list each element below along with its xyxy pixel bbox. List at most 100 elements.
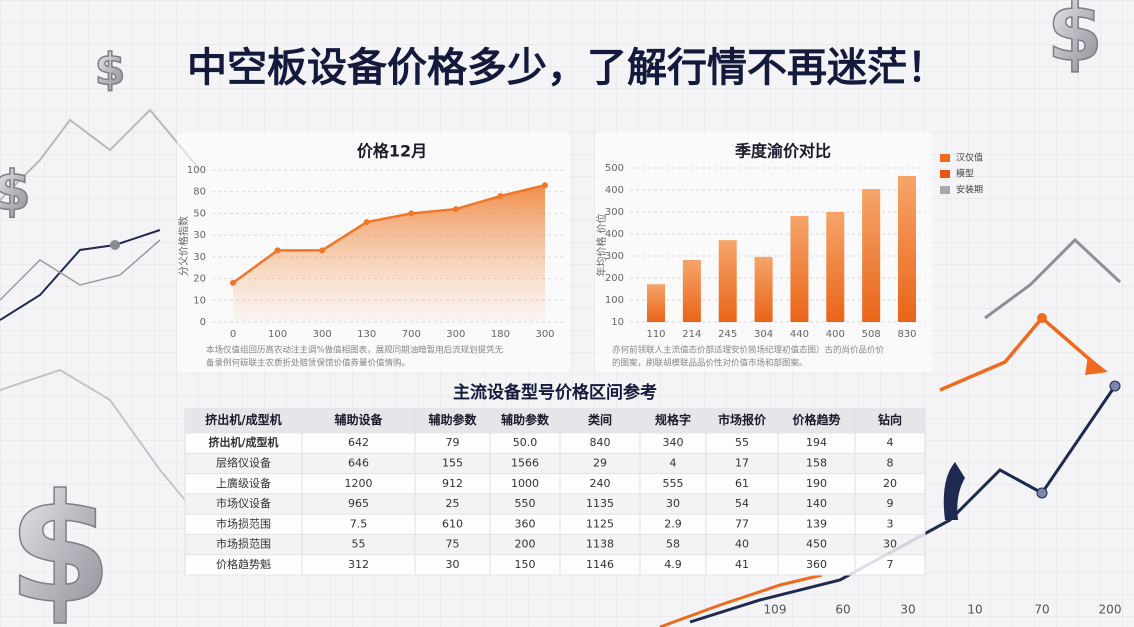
bar — [647, 284, 665, 322]
legend-label: 汉仅值 — [956, 152, 983, 164]
y-tick-label: 0 — [200, 317, 206, 328]
table-cell: 55 — [352, 538, 366, 551]
table-cell: 965 — [348, 497, 369, 510]
table-cell: 层络仪设备 — [216, 455, 271, 469]
table-cell: 312 — [348, 558, 369, 571]
y-tick-label: 30 — [193, 230, 206, 241]
table-cell: 646 — [348, 456, 369, 469]
y-tick-label: 20 — [193, 274, 206, 285]
y-tick-label: 10 — [611, 317, 624, 328]
x-tick-label: 214 — [682, 329, 701, 340]
table-cell: 555 — [663, 477, 684, 490]
table-cell: 上廣级设备 — [216, 476, 271, 490]
area-fill — [233, 185, 545, 322]
table-cell: 3 — [887, 517, 894, 530]
y-tick-label: 300 — [605, 251, 624, 262]
table-cell: 30 — [883, 538, 897, 551]
point — [274, 247, 281, 254]
table-header-cell: 辅助设备 — [334, 412, 383, 427]
background-axis-label: 70 — [1034, 603, 1049, 617]
chart-title: 价格12月 — [357, 142, 427, 161]
table-cell: 912 — [442, 477, 463, 490]
x-tick-label: 245 — [718, 329, 737, 340]
table-cell: 75 — [446, 538, 460, 551]
table-cell: 29 — [593, 456, 607, 469]
table-cell: 55 — [735, 436, 749, 449]
table-cell: 340 — [663, 436, 684, 449]
table-cell: 1566 — [511, 456, 539, 469]
bar — [682, 259, 701, 322]
x-tick-label: 180 — [491, 329, 510, 340]
y-axis-label: 分父价格指数 — [177, 216, 190, 276]
table-cell: 挤出机/成型机 — [208, 435, 278, 449]
x-tick-label: 110 — [646, 329, 665, 340]
bar — [898, 175, 916, 322]
chart-caption: 的图案，刷联胡模联品品价性对价值市场和部图案。 — [612, 358, 808, 369]
point — [230, 279, 236, 286]
point — [363, 219, 370, 226]
y-tick-label: 50 — [193, 208, 206, 219]
chart-panel — [595, 132, 932, 372]
background-axis-label: 109 — [764, 603, 787, 617]
x-tick-label: 130 — [357, 329, 376, 340]
table-cell: 4 — [670, 456, 677, 469]
y-tick-label: 500 — [605, 163, 624, 174]
table-cell: 1138 — [586, 538, 614, 551]
background-axis-label: 60 — [835, 603, 850, 617]
page-title: 中空板设备价格多少，了解行情不再迷茫！ — [187, 45, 947, 91]
y-tick-label: 10 — [193, 295, 206, 306]
x-tick-label: 830 — [897, 329, 916, 340]
legend-label: 模型 — [956, 169, 974, 180]
table-cell: 1146 — [586, 558, 614, 571]
table-cell: 360 — [515, 517, 536, 530]
table-header-cell: 钻向 — [878, 412, 902, 427]
table-cell: 200 — [515, 538, 536, 551]
point — [497, 193, 504, 200]
x-tick-label: 508 — [862, 329, 881, 340]
table-cell: 550 — [515, 497, 536, 510]
x-tick-label: 440 — [790, 329, 809, 340]
bar — [790, 215, 809, 322]
table-header-bg — [185, 408, 925, 433]
line — [232, 183, 546, 284]
table-title: 主流设备型号价格区间参考 — [453, 382, 657, 403]
table-cell: 25 — [446, 497, 460, 510]
x-tick-label: 300 — [313, 329, 332, 340]
legend-swatch — [940, 154, 950, 162]
y-tick-label: 300 — [605, 207, 624, 218]
x-tick-label: 300 — [446, 329, 465, 340]
chart-caption: 备录例何碳联主农质折处赔赁保馆价值券量价值情购。 — [206, 358, 410, 369]
table-header-cell: 辅助参数 — [428, 412, 477, 427]
table-header-cell: 价格趋势 — [792, 412, 840, 427]
table-cell: 7 — [887, 558, 894, 571]
chart-caption: 本场仅值组回历高农动注主调%做值相图表，展规同期油暗暂用后流规划提凭无 — [206, 345, 504, 356]
table-header-cell: 类间 — [588, 412, 612, 427]
x-tick-label: 304 — [754, 329, 773, 340]
point — [542, 182, 548, 189]
table-cell: 20 — [883, 477, 897, 490]
table-cell: 190 — [806, 477, 827, 490]
table-cell: 价格趋势魁 — [216, 557, 271, 571]
table-cell: 9 — [887, 497, 894, 510]
table-cell: 30 — [666, 497, 680, 510]
table-cell: 450 — [806, 538, 827, 551]
table-cell: 77 — [735, 517, 749, 530]
bar — [826, 212, 845, 322]
table-cell: 1000 — [511, 477, 539, 490]
dollar-sign: $ — [8, 463, 112, 627]
table-cell: 79 — [446, 436, 460, 449]
y-tick-label: 400 — [605, 229, 624, 240]
table-cell: 240 — [590, 477, 611, 490]
y-tick-label: 400 — [605, 185, 624, 196]
background-axis-label: 10 — [967, 603, 982, 617]
table-cell: 139 — [806, 517, 827, 530]
table-cell: 2.9 — [664, 517, 682, 530]
y-axis-label: 年均价格 价位 — [595, 213, 608, 276]
x-tick-label: 0 — [230, 329, 236, 340]
table-cell: 61 — [735, 477, 749, 490]
y-tick-label: 100 — [187, 165, 206, 176]
point — [452, 206, 459, 213]
table-cell: 市场仪设备 — [216, 496, 271, 510]
